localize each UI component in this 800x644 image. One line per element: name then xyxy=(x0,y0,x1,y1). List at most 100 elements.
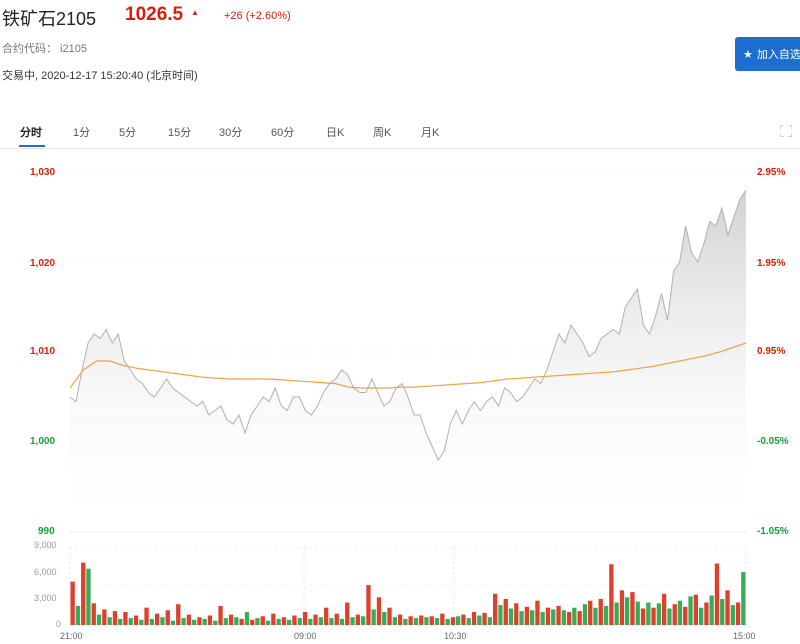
volume-bar xyxy=(160,617,165,625)
volume-bar xyxy=(302,612,308,625)
tab-1min[interactable]: 1分 xyxy=(73,127,91,139)
volume-bar xyxy=(382,612,387,625)
volume-bar xyxy=(86,568,91,625)
y-tick-right: 0.95% xyxy=(757,346,786,357)
trading-status: 交易中, 2020-12-17 15:20:40 (北京时间) xyxy=(2,70,198,82)
price-change: +26 (+2.60%) xyxy=(224,10,291,22)
volume-bar xyxy=(630,592,635,625)
volume-bar xyxy=(213,620,218,625)
volume-bar xyxy=(461,614,466,625)
volume-bar xyxy=(387,607,392,625)
tab-30min[interactable]: 30分 xyxy=(219,127,243,139)
volume-bar xyxy=(192,619,197,625)
y-tick-left: 1,020 xyxy=(30,258,56,269)
volume-tick: 0 xyxy=(56,619,62,629)
volume-bar xyxy=(392,617,397,625)
volume-bar xyxy=(551,609,556,625)
tab-15min[interactable]: 15分 xyxy=(168,127,192,139)
x-tick: 21:00 xyxy=(60,631,83,641)
volume-bar xyxy=(271,613,276,625)
volume-bar xyxy=(720,599,725,625)
volume-bar xyxy=(313,614,318,625)
volume-tick: 9,000 xyxy=(34,540,57,550)
volume-bar xyxy=(176,604,181,625)
volume-bar xyxy=(112,611,118,625)
volume-bar xyxy=(566,612,572,625)
volume-bar xyxy=(81,562,86,625)
volume-bar xyxy=(403,618,408,625)
volume-bar xyxy=(662,593,667,625)
volume-bar xyxy=(440,613,445,625)
volume-bar xyxy=(139,619,144,625)
contract-code: 合约代码： i2105 xyxy=(2,43,87,55)
volume-bar xyxy=(366,585,371,625)
volume-bar xyxy=(265,620,271,625)
volume-bar xyxy=(376,597,382,625)
volume-bar xyxy=(297,618,302,625)
volume-bar xyxy=(456,616,461,625)
tab-5min[interactable]: 5分 xyxy=(119,127,137,139)
volume-bar xyxy=(102,609,107,625)
active-tab-indicator xyxy=(19,145,45,147)
volume-bar xyxy=(651,607,656,625)
x-tick: 15:00 xyxy=(733,631,756,641)
volume-bar xyxy=(688,596,693,625)
volume-bar xyxy=(471,612,477,625)
volume-bar xyxy=(207,615,213,625)
volume-bar xyxy=(540,612,545,625)
tab-daily-k[interactable]: 日K xyxy=(326,127,345,139)
volume-bar xyxy=(514,603,519,625)
volume-bar xyxy=(144,607,149,625)
volume-bar xyxy=(725,590,730,625)
volume-bar xyxy=(577,611,582,625)
volume-bar xyxy=(339,618,345,625)
volume-bar xyxy=(530,610,535,625)
last-price: 1026.5 xyxy=(125,4,184,25)
volume-bar xyxy=(741,572,746,625)
volume-bar xyxy=(234,617,239,625)
volume-bar xyxy=(287,619,292,625)
volume-bar xyxy=(535,600,540,625)
volume-bar xyxy=(498,605,503,625)
y-tick-left: 1,030 xyxy=(30,167,56,178)
volume-bar xyxy=(545,607,551,625)
volume-bar xyxy=(482,612,487,625)
volume-bar xyxy=(614,602,619,625)
add-button-label: 加入自选 xyxy=(756,49,800,61)
x-tick: 09:00 xyxy=(294,631,317,641)
volume-bar xyxy=(588,600,593,625)
y-tick-left: 1,000 xyxy=(30,436,56,447)
tab-60min[interactable]: 60分 xyxy=(271,127,295,139)
volume-bar xyxy=(276,618,281,625)
volume-bar xyxy=(609,564,614,625)
tab-monthly-k[interactable]: 月K xyxy=(421,127,440,139)
add-to-watchlist-button[interactable]: ★ 加入自选 xyxy=(735,37,800,71)
y-tick-right: 2.95% xyxy=(757,167,786,178)
volume-bar xyxy=(508,608,514,625)
volume-bar xyxy=(202,618,207,625)
volume-bar xyxy=(149,618,154,625)
volume-bar xyxy=(445,618,450,625)
volume-bar xyxy=(91,603,96,625)
volume-bar xyxy=(324,607,329,625)
volume-bar xyxy=(582,604,588,625)
volume-bar xyxy=(635,601,640,625)
volume-bar xyxy=(329,618,334,625)
tab-weekly-k[interactable]: 周K xyxy=(373,127,392,139)
volume-bar xyxy=(165,610,170,625)
volume-bar xyxy=(350,617,355,625)
volume-bar xyxy=(308,618,313,625)
volume-bar xyxy=(503,599,508,625)
volume-bar xyxy=(672,604,677,625)
volume-bar xyxy=(181,618,186,625)
tab-timeshare[interactable]: 分时 xyxy=(20,127,42,139)
volume-bar xyxy=(260,616,265,625)
volume-bar xyxy=(96,614,102,625)
volume-bar xyxy=(646,602,651,625)
volume-bar xyxy=(429,616,434,625)
volume-bar xyxy=(75,605,81,625)
volume-bar xyxy=(714,563,720,625)
volume-bar xyxy=(466,618,471,625)
volume-bar xyxy=(619,590,625,625)
